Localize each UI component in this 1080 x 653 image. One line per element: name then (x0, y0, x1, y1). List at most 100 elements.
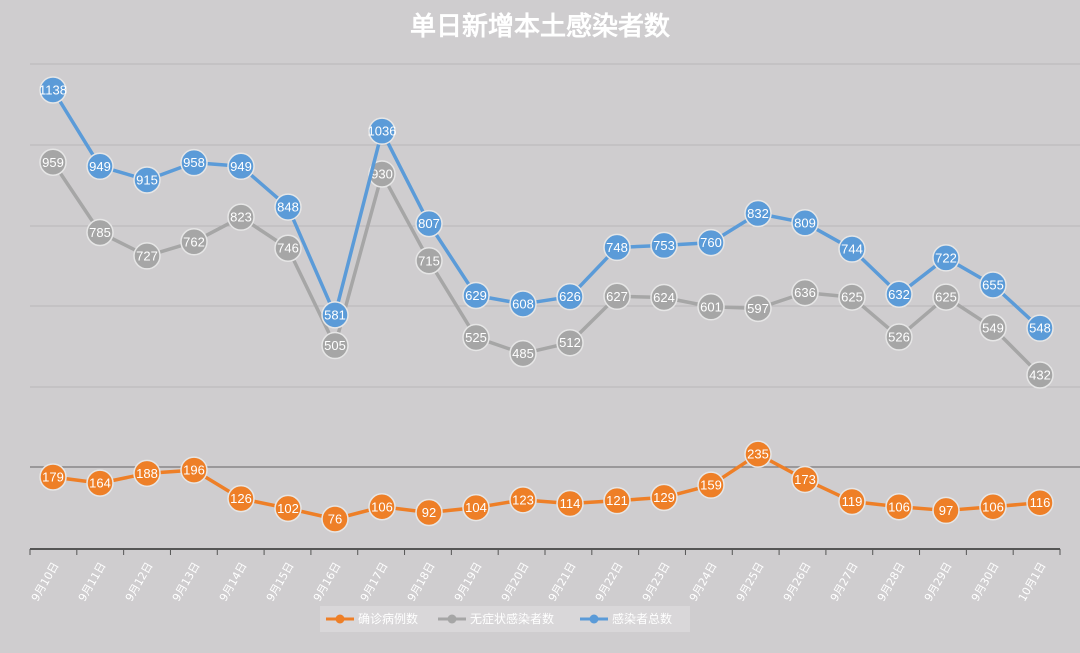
x-tick-label: 9月27日 (828, 560, 861, 604)
chart-title: 单日新增本土感染者数 (409, 12, 670, 42)
series-2: 1138 949 915 958 949 848 581 1036 807 629 608 626 74… (39, 76, 1054, 342)
data-point (932, 496, 960, 525)
data-point (979, 493, 1007, 521)
x-tick-label: 9月17日 (358, 560, 391, 604)
data-label: 102 (277, 501, 299, 516)
data-point (744, 440, 772, 468)
x-tick-label: 9月28日 (875, 560, 908, 604)
data-label: 179 (42, 470, 64, 485)
data-label: 104 (465, 500, 487, 515)
data-point (697, 228, 725, 257)
data-point (86, 218, 114, 247)
series-0: 179 164 188 196 126 102 76 106 92 104 123 114 121 129… (39, 440, 1054, 533)
data-point (462, 493, 490, 522)
data-label: 748 (606, 240, 628, 255)
data-label: 485 (512, 346, 534, 361)
x-tick-label: 9月13日 (170, 560, 203, 604)
data-label: 715 (418, 253, 440, 268)
data-label: 722 (935, 250, 957, 265)
data-label: 581 (324, 307, 346, 322)
x-tick-label: 9月30日 (969, 560, 1002, 604)
data-label: 807 (418, 216, 440, 231)
data-point (650, 231, 678, 260)
data-point (274, 193, 302, 221)
data-label: 753 (653, 238, 675, 253)
data-label: 505 (324, 338, 346, 353)
data-point (227, 484, 255, 513)
data-label: 746 (277, 241, 299, 256)
x-tick-label: 9月22日 (593, 560, 626, 604)
data-label: 823 (230, 210, 252, 225)
data-label: 655 (982, 277, 1004, 292)
data-label: 608 (512, 296, 534, 311)
data-point (1026, 488, 1054, 517)
data-label: 625 (841, 290, 863, 305)
data-point (603, 233, 631, 262)
x-tick-label: 9月16日 (311, 560, 344, 604)
data-point (86, 152, 114, 181)
data-point (556, 489, 584, 518)
data-point (838, 283, 866, 311)
data-point (509, 486, 537, 514)
data-label: 164 (89, 476, 111, 491)
data-label: 949 (89, 159, 111, 174)
data-label: 727 (136, 248, 158, 263)
data-label: 597 (747, 301, 769, 316)
data-label: 525 (465, 330, 487, 345)
legend: 确诊病例数 无症状感染者数 感染者总数 (320, 606, 690, 632)
data-label: 119 (842, 494, 863, 509)
data-label: 159 (700, 478, 722, 493)
data-label: 624 (653, 290, 675, 305)
data-point (509, 339, 537, 368)
data-label: 832 (747, 206, 769, 221)
data-label: 915 (136, 173, 158, 188)
data-label: 92 (422, 505, 436, 520)
data-point (791, 209, 819, 237)
data-point (885, 323, 913, 351)
x-tick-label: 9月26日 (781, 560, 814, 604)
data-point (133, 459, 161, 488)
data-point (368, 160, 396, 188)
data-point (227, 203, 255, 231)
data-point (368, 493, 396, 521)
data-label: 126 (230, 491, 252, 506)
data-point (697, 293, 725, 321)
data-point (556, 328, 584, 357)
data-point (885, 493, 913, 521)
data-label: 629 (465, 288, 487, 303)
data-point (1026, 361, 1054, 389)
legend-label: 确诊病例数 (358, 611, 418, 626)
legend-swatch-dot (335, 614, 345, 624)
data-label: 959 (42, 155, 64, 170)
x-tick-label: 9月21日 (546, 560, 579, 604)
data-point (227, 152, 255, 181)
data-point (979, 271, 1007, 299)
data-label: 549 (982, 320, 1004, 335)
data-point (133, 242, 161, 270)
x-tick-label: 9月12日 (123, 560, 156, 604)
data-label: 106 (888, 499, 910, 514)
data-label: 116 (1030, 495, 1051, 510)
data-label: 432 (1029, 368, 1051, 383)
legend-swatch-dot (447, 614, 457, 624)
data-point (321, 301, 349, 329)
data-label: 601 (700, 299, 722, 314)
data-label: 188 (136, 466, 158, 481)
data-point (39, 76, 67, 104)
data-label: 173 (794, 472, 816, 487)
series-line (51, 89, 1042, 330)
data-label: 106 (982, 499, 1004, 514)
data-label: 512 (559, 335, 581, 350)
data-label: 636 (794, 285, 816, 300)
series-line (52, 452, 1041, 521)
data-label: 76 (328, 512, 342, 527)
data-label: 121 (606, 493, 628, 508)
data-point (368, 117, 396, 145)
data-point (603, 282, 631, 311)
data-point (321, 331, 349, 360)
x-tick-label: 9月19日 (452, 560, 485, 604)
data-label: 129 (653, 490, 675, 505)
data-label: 760 (700, 235, 722, 250)
data-point (932, 283, 960, 311)
